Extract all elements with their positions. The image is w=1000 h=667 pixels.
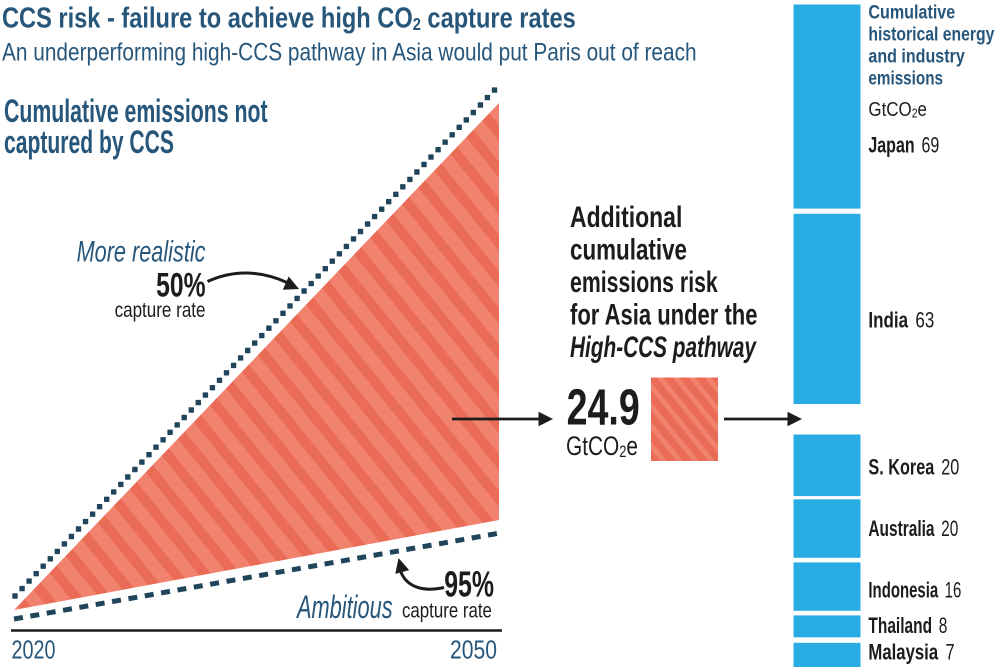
svg-text:High-CCS pathway: High-CCS pathway (570, 331, 757, 364)
svg-text:2020: 2020 (12, 635, 56, 664)
svg-text:An underperforming high-CCS pa: An underperforming high-CCS pathway in A… (2, 38, 697, 66)
svg-text:emissions: emissions (868, 67, 943, 89)
svg-text:Additional: Additional (570, 200, 682, 234)
svg-text:Cumulative emissions not: Cumulative emissions not (4, 93, 268, 130)
svg-text:2050: 2050 (450, 637, 497, 666)
svg-text:More realistic: More realistic (77, 234, 206, 268)
svg-text:capture rate: capture rate (115, 299, 206, 322)
svg-text:for Asia under the: for Asia under the (570, 297, 757, 331)
svg-text:95%: 95% (444, 564, 494, 605)
svg-text:and industry: and industry (868, 45, 964, 67)
svg-text:cumulative: cumulative (570, 232, 687, 266)
svg-text:24.9: 24.9 (567, 379, 640, 436)
svg-text:Cumulative: Cumulative (868, 1, 955, 23)
svg-text:GtCO2e: GtCO2e (566, 431, 638, 461)
svg-text:CCS risk - failure to achieve: CCS risk - failure to achieve high CO2 c… (2, 1, 576, 34)
svg-text:emissions risk: emissions risk (570, 264, 718, 299)
svg-text:captured by CCS: captured by CCS (4, 124, 174, 161)
svg-text:GtCO2e: GtCO2e (868, 97, 927, 120)
svg-text:capture rate: capture rate (402, 600, 492, 623)
svg-text:historical energy: historical energy (868, 23, 994, 45)
svg-text:Ambitious: Ambitious (295, 589, 392, 625)
svg-text:50%: 50% (156, 267, 205, 305)
